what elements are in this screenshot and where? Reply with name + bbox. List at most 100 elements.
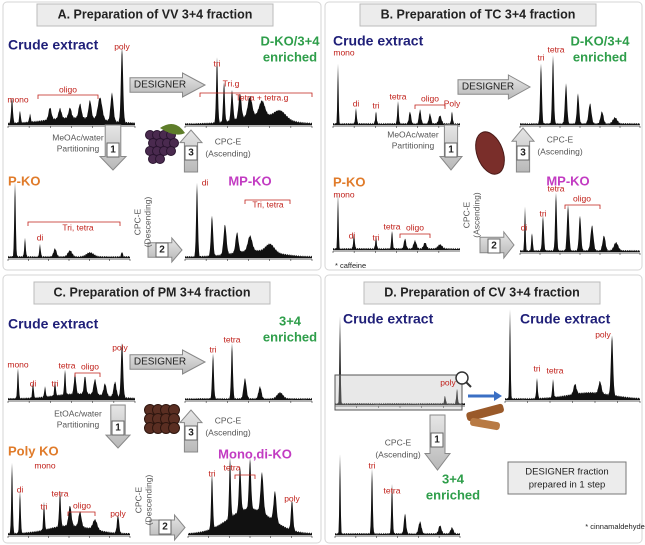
label: poly <box>114 41 130 51</box>
label: DESIGNER fraction <box>525 467 608 478</box>
label: P-KO <box>8 173 41 188</box>
label: 3+4 <box>279 313 302 328</box>
label: Tri.g <box>223 78 240 88</box>
label: tri <box>372 232 379 242</box>
chromatogram <box>188 457 312 535</box>
step-number: 2 <box>491 241 497 252</box>
label: Poly <box>444 98 461 108</box>
label: mono <box>34 460 56 470</box>
step-number: 2 <box>162 522 168 533</box>
step-number: 1 <box>110 145 116 156</box>
label: di <box>30 378 37 388</box>
label: * caffeine <box>335 261 366 270</box>
bracket <box>234 474 256 479</box>
step-number-box <box>516 145 530 161</box>
label: 3+4 <box>442 471 465 486</box>
label: CPC-E <box>132 208 142 235</box>
pointer-arrow-head <box>494 391 502 401</box>
panel-border <box>2 274 322 544</box>
label: tri <box>213 58 220 68</box>
bracket <box>67 511 96 516</box>
label: DESIGNER <box>462 82 514 93</box>
chromatogram <box>8 343 135 400</box>
label: CPC-E <box>215 415 242 425</box>
label: Crude extract <box>520 311 611 327</box>
panel-title: B. Preparation of TC 3+4 fraction <box>381 7 576 21</box>
label: MeOAc/water <box>52 132 104 142</box>
label: tri <box>539 208 546 218</box>
panel-border <box>324 1 643 271</box>
title-box <box>36 3 274 27</box>
label: Crude extract <box>343 311 434 327</box>
label: tetra <box>383 221 400 231</box>
arrow <box>129 72 207 98</box>
step-number: 3 <box>188 428 194 439</box>
step-number-box <box>111 420 125 436</box>
bracket <box>74 372 101 377</box>
label: (Ascending) <box>471 192 481 238</box>
label: tri <box>533 363 540 373</box>
step-number-box <box>155 242 169 258</box>
label: tri <box>40 501 47 511</box>
label: poly <box>284 493 300 503</box>
title-box <box>363 281 601 305</box>
label: tri <box>209 344 216 354</box>
label: D-KO/3+4 <box>261 33 321 48</box>
label: Tri, tetra <box>252 199 284 209</box>
label: poly <box>112 342 128 352</box>
chromatogram <box>520 55 640 125</box>
zoom-box <box>334 374 463 411</box>
label: poly <box>110 508 126 518</box>
bracket <box>564 204 601 209</box>
label: Mono,di-KO <box>218 446 292 461</box>
grape <box>166 146 176 156</box>
label: CPC-E <box>461 201 471 228</box>
panel-title: D. Preparation of CV 3+4 fraction <box>384 285 580 299</box>
label: enriched <box>426 487 480 502</box>
chromatogram <box>8 182 130 258</box>
label: (Descending) <box>142 197 152 248</box>
step-number: 1 <box>434 435 440 446</box>
title-box <box>33 281 271 305</box>
label: oligo <box>421 93 439 103</box>
designer-box <box>507 461 627 495</box>
label: tetra <box>223 334 240 344</box>
label: tetra <box>383 485 400 495</box>
label: MP-KO <box>228 173 271 188</box>
title-box <box>359 3 597 27</box>
step-number: 2 <box>159 245 165 256</box>
label: tri <box>537 52 544 62</box>
label: Tetra + tetra.g <box>236 92 289 102</box>
label: * cinnamaldehyde <box>585 522 645 531</box>
arrow <box>457 74 532 100</box>
grape-leaf <box>160 124 185 135</box>
chromatogram <box>185 343 312 400</box>
label: (Descending) <box>143 475 153 526</box>
label: di <box>521 222 528 232</box>
label: CPC-E <box>215 136 242 146</box>
label: tetra <box>546 365 563 375</box>
panel-border <box>324 274 643 544</box>
label: oligo <box>81 361 99 371</box>
label: di <box>349 230 356 240</box>
cinnamon <box>466 403 504 422</box>
label: enriched <box>263 49 317 64</box>
label: tetra <box>547 183 564 193</box>
label: enriched <box>573 49 627 64</box>
pm-fruit <box>168 422 180 434</box>
step-number-box <box>444 142 458 158</box>
chromatogram <box>8 47 135 126</box>
bracket <box>399 233 431 238</box>
label: oligo <box>573 193 591 203</box>
step-number-box <box>158 519 172 535</box>
bracket <box>244 199 291 204</box>
label: tetra <box>223 462 240 472</box>
label: Poly KO <box>8 443 59 458</box>
bracket <box>414 104 446 109</box>
label: DESIGNER <box>134 80 186 91</box>
chromatogram <box>185 182 312 258</box>
arrow <box>129 349 207 375</box>
step-number-box <box>430 432 444 448</box>
label: poly <box>595 329 611 339</box>
